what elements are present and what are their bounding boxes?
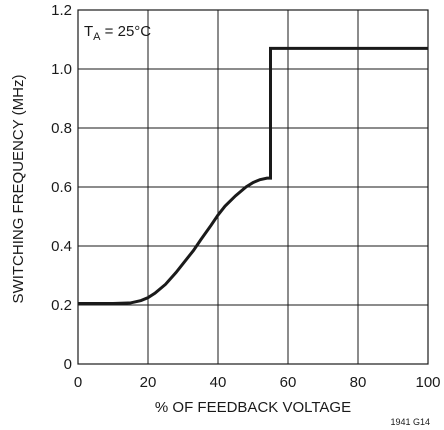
y-tick-label-1: 0.2 xyxy=(51,297,72,314)
y-tick-label-4: 0.8 xyxy=(51,120,72,137)
x-axis-label: % OF FEEDBACK VOLTAGE xyxy=(155,399,351,416)
grid xyxy=(78,10,428,364)
x-tick-labels: 0 20 40 60 80 100 xyxy=(74,374,441,391)
y-axis-label: SWITCHING FREQUENCY (MHz) xyxy=(10,75,27,304)
figure-id: 1941 G14 xyxy=(390,417,430,427)
x-tick-label-4: 80 xyxy=(350,374,367,391)
x-tick-label-3: 60 xyxy=(280,374,297,391)
temperature-annotation: TA = 25°C xyxy=(84,23,151,43)
x-tick-label-1: 20 xyxy=(140,374,157,391)
y-tick-label-3: 0.6 xyxy=(51,179,72,196)
series-line xyxy=(78,46,428,306)
x-tick-label-2: 40 xyxy=(210,374,227,391)
y-tick-labels: 0 0.2 0.4 0.6 0.8 1.0 1.2 xyxy=(51,2,72,373)
y-tick-label-6: 1.2 xyxy=(51,2,72,19)
y-tick-label-5: 1.0 xyxy=(51,61,72,78)
x-tick-label-5: 100 xyxy=(415,374,440,391)
y-tick-label-2: 0.4 xyxy=(51,238,72,255)
x-tick-label-0: 0 xyxy=(74,374,82,391)
y-tick-label-0: 0 xyxy=(64,356,72,373)
plot-frame xyxy=(77,9,429,365)
